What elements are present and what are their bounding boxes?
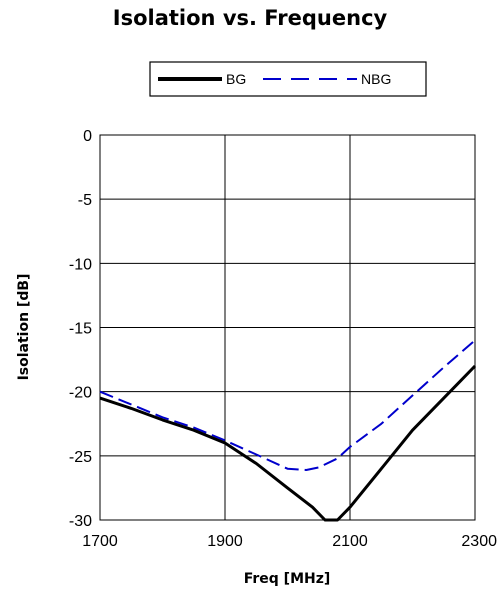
legend-label-nbg: NBG (361, 71, 391, 87)
y-tick-label: 0 (83, 128, 92, 145)
grid (100, 135, 475, 520)
x-tick-label: 2100 (332, 533, 368, 550)
series-layer (99, 339, 477, 522)
x-tick-label: 2300 (461, 533, 497, 550)
y-tick-label: -30 (69, 513, 92, 530)
series-line-nbg (99, 339, 476, 471)
y-tick-label: -15 (69, 321, 92, 338)
x-tick-label: 1900 (207, 533, 243, 550)
y-tick-label: -25 (69, 449, 92, 466)
series-line-bg (99, 364, 477, 522)
y-axis-label: Isolation [dB] (16, 274, 32, 381)
y-tick-label: -10 (69, 256, 92, 273)
legend-label-bg: BG (226, 71, 246, 87)
y-tick-label: -20 (69, 385, 92, 402)
y-tick-label: -5 (78, 192, 92, 209)
legend: BG NBG (149, 61, 427, 97)
tick-labels: 0 -5 -10 -15 -20 -25 -30 1700 1900 2100 2300 (69, 128, 497, 550)
x-axis-label: Freq [MHz] (244, 571, 331, 587)
chart-title: Isolation vs. Frequency (112, 6, 388, 30)
x-tick-label: 1700 (82, 533, 118, 550)
